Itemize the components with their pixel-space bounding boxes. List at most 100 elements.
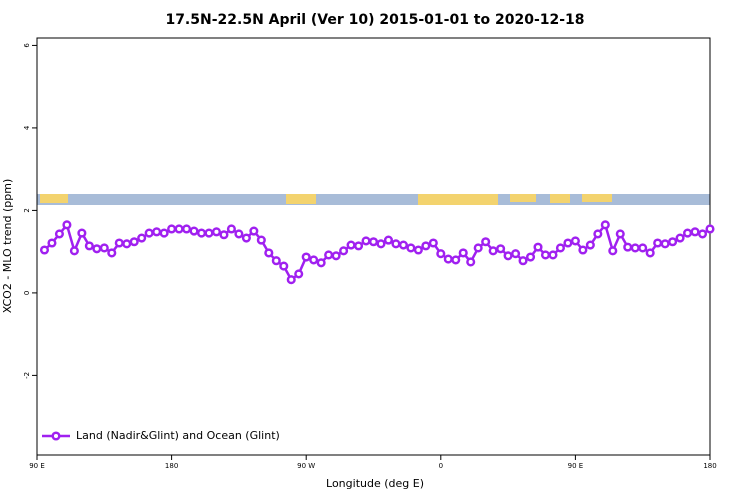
data-point <box>286 275 296 285</box>
data-point <box>398 240 408 250</box>
data-point <box>346 240 356 250</box>
x-tick-label: 180 <box>703 462 716 470</box>
data-point <box>69 246 79 256</box>
data-point <box>473 243 483 253</box>
land-patch <box>418 194 498 205</box>
chart-title: 17.5N-22.5N April (Ver 10) 2015-01-01 to… <box>165 12 584 28</box>
data-point <box>301 252 311 262</box>
data-point <box>271 256 281 266</box>
y-tick-label: -2 <box>23 372 31 379</box>
data-point <box>174 224 184 234</box>
data-point <box>316 258 326 268</box>
data-point <box>159 228 169 238</box>
data-point <box>660 239 670 249</box>
data-point <box>226 224 236 234</box>
data-point <box>54 229 64 239</box>
data-point <box>518 256 528 266</box>
data-point <box>406 243 416 253</box>
plot-frame <box>36 37 711 456</box>
data-point <box>92 244 102 254</box>
land-patch <box>286 194 316 204</box>
data-point <box>144 228 154 238</box>
data-point <box>488 246 498 256</box>
data-point <box>182 224 192 234</box>
data-point <box>47 238 57 248</box>
x-tick-label: 90 W <box>297 462 315 470</box>
land-patch <box>550 194 570 203</box>
data-point <box>324 250 334 260</box>
data-point <box>256 235 266 245</box>
legend-marker <box>51 431 61 441</box>
data-point <box>697 229 708 239</box>
data-point <box>264 248 274 258</box>
y-tick-label: 2 <box>23 208 31 212</box>
legend-label: Land (Nadir&Glint) and Ocean (Glint) <box>76 429 280 442</box>
land-patch <box>40 194 68 203</box>
data-point <box>533 242 543 252</box>
data-point <box>578 245 588 255</box>
data-point <box>167 224 177 234</box>
map-strip <box>37 194 710 205</box>
data-point <box>466 257 476 267</box>
y-axis-label: XCO2 - MLO trend (ppm) <box>1 179 14 314</box>
data-point <box>77 228 87 238</box>
data-point <box>99 243 109 253</box>
data-point <box>653 238 663 248</box>
data-point <box>600 220 610 230</box>
data-point <box>376 239 386 249</box>
data-point <box>122 239 132 249</box>
data-point <box>249 226 259 236</box>
data-point <box>623 242 633 252</box>
data-point <box>511 249 521 259</box>
data-point <box>608 246 618 256</box>
data-point <box>585 240 595 250</box>
data-point <box>436 249 446 259</box>
data-point <box>353 241 364 251</box>
data-point <box>114 238 124 248</box>
data-point <box>368 237 379 247</box>
data-point <box>234 229 244 239</box>
data-point <box>294 269 304 279</box>
data-point <box>421 241 431 251</box>
data-point <box>196 228 207 238</box>
data-point <box>107 248 117 258</box>
data-point <box>451 255 461 265</box>
data-point <box>309 255 319 265</box>
data-point <box>593 229 603 239</box>
data-point <box>84 241 94 251</box>
data-point <box>62 220 72 230</box>
data-point <box>555 243 565 253</box>
data-point <box>570 236 580 246</box>
y-tick-label: 4 <box>23 125 31 130</box>
data-point <box>668 237 678 247</box>
data-point <box>189 226 199 236</box>
data-point <box>645 248 655 258</box>
data-point <box>219 230 229 240</box>
data-point <box>615 229 625 239</box>
data-point <box>525 252 536 262</box>
data-point <box>675 233 685 243</box>
data-point <box>361 236 371 246</box>
data-point <box>563 238 573 248</box>
data-point <box>496 244 506 254</box>
y-tick-label: 6 <box>23 43 31 48</box>
data-point <box>211 227 222 237</box>
x-axis-label: Longitude (deg E) <box>326 477 424 490</box>
data-point <box>683 228 693 238</box>
data-point <box>690 227 700 237</box>
x-tick-label: 90 E <box>29 462 45 470</box>
data-point <box>39 245 50 255</box>
data-point <box>129 237 139 247</box>
data-point <box>481 237 491 247</box>
data-point <box>548 250 558 260</box>
ocean-strip <box>37 194 710 205</box>
land-patch <box>510 194 536 202</box>
y-tick-label: 0 <box>23 291 31 295</box>
data-point <box>630 243 640 253</box>
x-tick-label: 180 <box>165 462 178 470</box>
data-point <box>413 245 423 255</box>
land-patch <box>582 194 612 202</box>
data-point <box>152 227 162 237</box>
